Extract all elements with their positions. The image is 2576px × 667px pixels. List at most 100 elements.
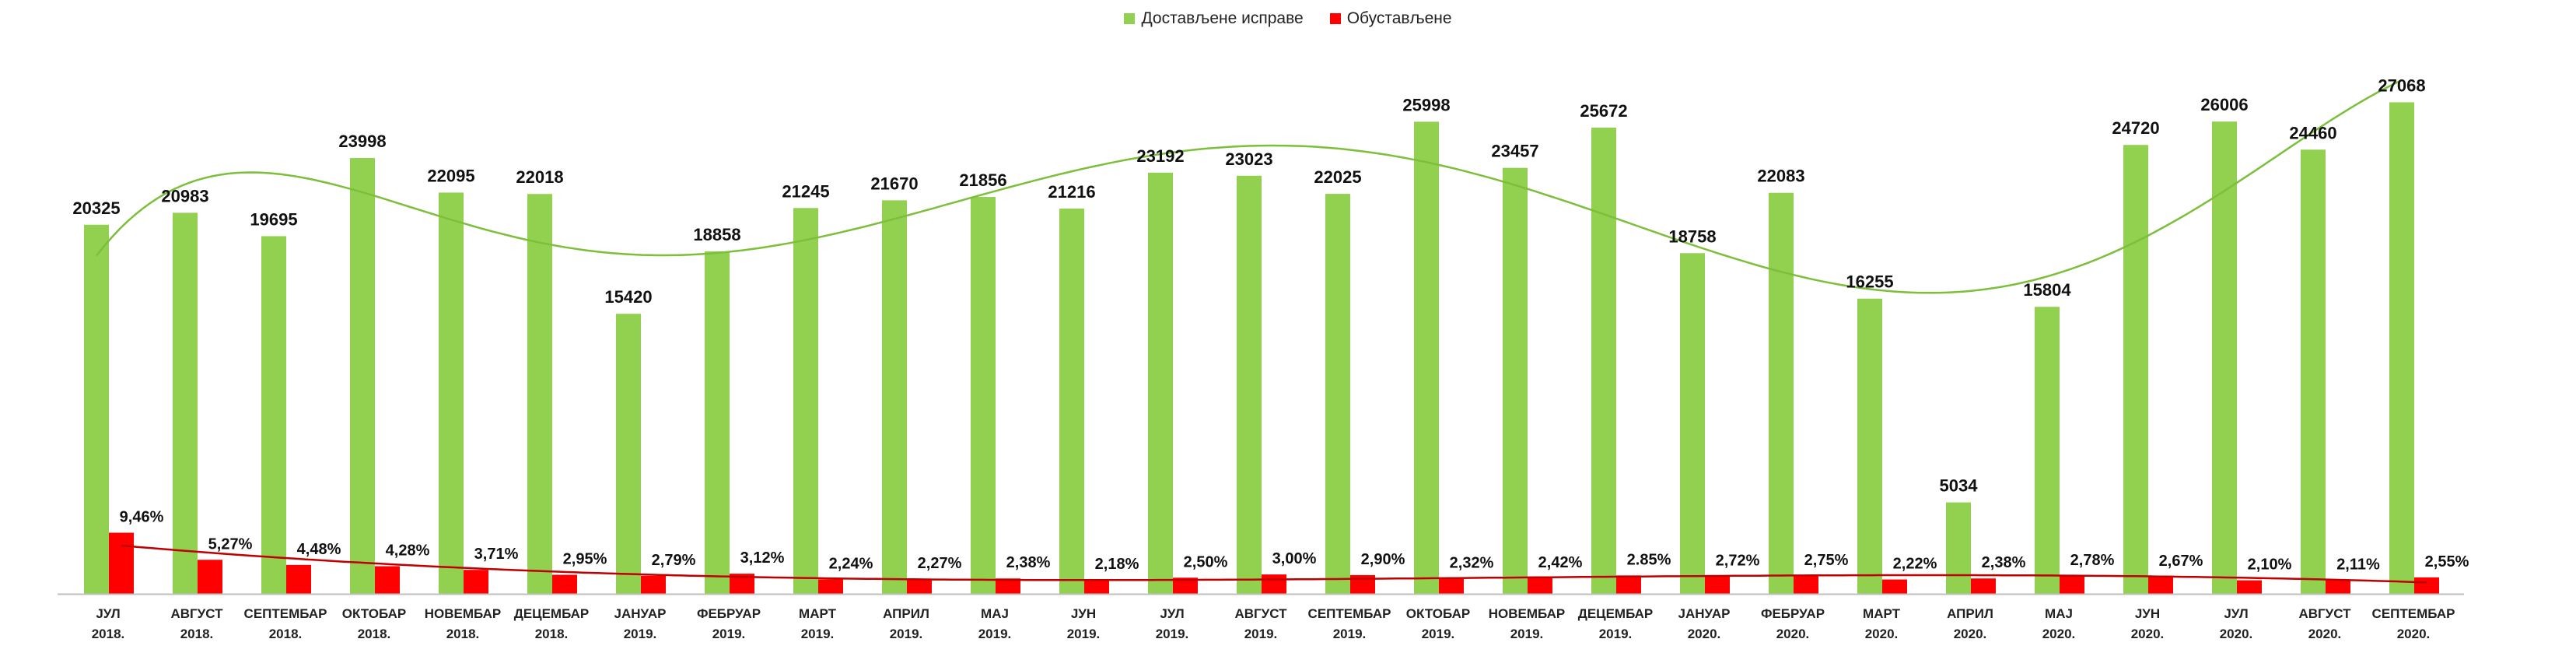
bars-group [84, 102, 2439, 595]
x-tick-label-20: ФЕБРУАР [1761, 606, 1825, 621]
x-tick-label-1: ЈУЛ [96, 606, 120, 621]
data-label-secondary-1: 9,46% [120, 508, 164, 525]
x-tick-label-18: ДЕЦЕМБАР [1578, 606, 1654, 621]
data-label-19: 18758 [1668, 226, 1716, 246]
data-label-secondary-12: 2,18% [1095, 556, 1139, 573]
bar-8 [705, 251, 730, 594]
x-tick-label-year-24: 2020. [2131, 627, 2165, 641]
bar-20 [1769, 192, 1794, 595]
bar-secondary-3 [286, 564, 311, 594]
bar-3 [261, 236, 286, 594]
bar-11 [971, 197, 996, 594]
legend-label-primary: Достављене исправе [1141, 9, 1304, 27]
data-label-secondary-13: 2,50% [1184, 553, 1228, 570]
data-label-secondary-20: 2,75% [1804, 552, 1849, 569]
x-tick-label-4: ОКТОБАР [342, 606, 406, 621]
bar-7 [616, 314, 641, 594]
x-tick-label-year-26: 2020. [2308, 627, 2342, 641]
x-tick-label-13: ЈУЛ [1160, 606, 1184, 621]
bar-secondary-26 [2326, 580, 2350, 594]
data-label-secondary-2: 5,27% [208, 535, 253, 553]
x-tick-label-15: СЕПТЕМБАР [1308, 606, 1391, 621]
trendline-primary [96, 79, 2403, 294]
data-label-12: 21216 [1048, 182, 1095, 202]
bar-2 [173, 212, 198, 594]
bar-secondary-5 [464, 570, 488, 594]
x-tick-label-year-13: 2019. [1156, 627, 1189, 641]
bar-secondary-17 [1528, 577, 1552, 594]
data-label-secondary-14: 3,00% [1272, 550, 1317, 567]
data-label-17: 23457 [1491, 142, 1538, 161]
legend-swatch-secondary [1329, 13, 1341, 24]
x-tick-label-year-1: 2018. [92, 627, 125, 641]
x-tick-label-year-20: 2020. [1776, 627, 1810, 641]
x-tick-label-year-19: 2020. [1688, 627, 1721, 641]
x-tick-label-year-25: 2020. [2220, 627, 2253, 641]
x-tick-label-10: АПРИЛ [883, 606, 929, 621]
data-label-secondary-23: 2,78% [2070, 552, 2115, 569]
bar-25 [2212, 121, 2237, 594]
bar-secondary-27 [2414, 577, 2439, 594]
data-label-secondary-7: 2,79% [652, 552, 696, 569]
x-tick-label-year-16: 2019. [1422, 627, 1455, 641]
data-label-secondary-6: 2,95% [563, 551, 607, 568]
x-tick-label-year-17: 2019. [1510, 627, 1544, 641]
x-tick-label-7: ЈАНУАР [614, 606, 667, 621]
bar-secondary-19 [1705, 576, 1730, 594]
data-label-23: 15804 [2023, 280, 2071, 300]
x-tick-label-year-27: 2020. [2397, 627, 2431, 641]
bar-secondary-14 [1262, 574, 1286, 594]
bar-23 [2035, 307, 2060, 594]
bar-secondary-12 [1084, 579, 1109, 594]
trendlines-group [96, 79, 2427, 584]
x-tick-label-3: СЕПТЕМБАР [244, 606, 327, 621]
data-label-secondary-26: 2,11% [2336, 556, 2380, 573]
x-tick-label-6: ДЕЦЕМБАР [514, 606, 590, 621]
bar-15 [1325, 194, 1350, 595]
bar-secondary-6 [552, 574, 577, 594]
data-label-20: 22083 [1757, 167, 1804, 186]
data-label-secondary-17: 2,42% [1538, 554, 1583, 571]
data-label-2: 20983 [161, 186, 208, 205]
bar-secondary-21 [1882, 579, 1907, 594]
bar-10 [882, 200, 907, 594]
x-tick-label-11: МАЈ [981, 606, 1009, 621]
bar-24 [2123, 145, 2148, 594]
data-label-9: 21245 [782, 181, 829, 201]
bar-19 [1680, 253, 1705, 594]
data-label-secondary-16: 2,32% [1450, 555, 1494, 572]
bar-secondary-13 [1173, 577, 1198, 594]
legend-label-secondary: Обустављене [1346, 9, 1452, 27]
x-tick-label-12: ЈУН [1071, 606, 1096, 621]
data-label-secondary-24: 2,67% [2159, 553, 2203, 570]
x-tick-label-21: МАРТ [1863, 606, 1901, 621]
data-label-3: 19695 [250, 209, 297, 229]
legend-item-secondary: Обустављене [1329, 9, 1452, 28]
bar-secondary-25 [2237, 580, 2262, 594]
x-tick-label-year-15: 2019. [1333, 627, 1367, 641]
x-tick-label-year-3: 2018. [269, 627, 303, 641]
bar-1 [84, 224, 109, 594]
data-label-22: 5034 [1940, 476, 1979, 496]
data-label-secondary-10: 2,27% [918, 555, 962, 572]
bar-secondary-4 [375, 566, 400, 594]
x-tick-label-year-4: 2018. [358, 627, 391, 641]
bar-secondary-23 [2060, 575, 2084, 594]
x-tick-label-year-5: 2018. [446, 627, 480, 641]
data-label-18: 25672 [1580, 101, 1627, 121]
bar-secondary-1 [109, 532, 134, 594]
data-label-13: 23192 [1136, 146, 1184, 166]
data-label-4: 23998 [338, 132, 386, 151]
data-label-21: 16255 [1846, 272, 1893, 292]
bar-secondary-7 [641, 575, 666, 594]
x-tick-label-year-22: 2020. [1954, 627, 1987, 641]
x-tick-label-24: ЈУН [2135, 606, 2160, 621]
bar-14 [1237, 175, 1262, 595]
x-tick-label-17: НОВЕМБАР [1489, 606, 1565, 621]
data-label-secondary-5: 3,71% [474, 546, 519, 563]
x-axis: ЈУЛ 2018. АВГУСТ 2018. СЕПТЕМБАР 2018. ОКТОБАР… [58, 593, 2464, 641]
bar-27 [2389, 102, 2414, 594]
data-label-1: 20325 [72, 198, 120, 218]
data-label-secondary-15: 2,90% [1361, 551, 1405, 568]
bar-secondary-2 [198, 560, 222, 594]
